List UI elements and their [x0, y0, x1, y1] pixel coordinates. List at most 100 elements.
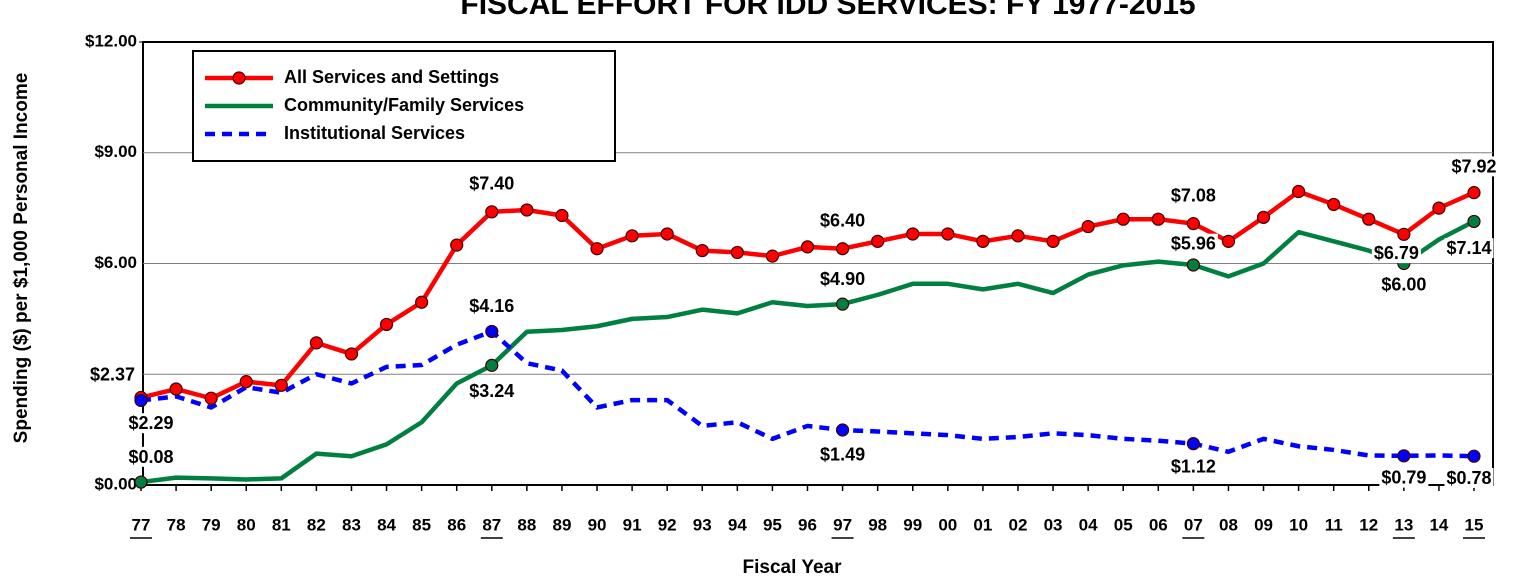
x-tick-label: 78 [167, 515, 186, 534]
point-marker [906, 227, 920, 241]
x-tick-label: 03 [1044, 515, 1063, 534]
point-marker [309, 336, 323, 350]
point-marker [1327, 197, 1341, 212]
point-marker [590, 242, 604, 256]
x-tick-label: 80 [237, 515, 256, 534]
data-label: $1.12 [1171, 456, 1216, 476]
point-marker [835, 423, 850, 437]
data-label: $4.16 [469, 296, 514, 316]
data-label-bg [1371, 243, 1421, 264]
point-marker [485, 205, 499, 219]
x-tick-label: 85 [412, 515, 431, 534]
point-marker [1186, 437, 1200, 451]
x-tick-label: 98 [868, 515, 887, 534]
data-label: $0.79 [1381, 468, 1426, 488]
legend-label: Community/Family Services [284, 95, 524, 115]
y-tick-label: $6.00 [94, 253, 137, 272]
x-tick-label: 94 [728, 515, 747, 534]
x-tick-label: 96 [798, 515, 817, 534]
point-marker [169, 382, 183, 396]
data-label: $6.00 [1381, 274, 1426, 294]
y-tick-label: $9.00 [94, 142, 137, 161]
data-label-bg [126, 413, 176, 434]
point-marker [1467, 449, 1481, 463]
chart-title: FISCAL EFFORT FOR IDD SERVICES: FY 1977-… [460, 0, 1195, 21]
point-marker [1397, 227, 1411, 241]
x-axis-title: Fiscal Year [743, 557, 843, 578]
point-marker [730, 245, 744, 260]
y-axis-title: Spending ($) per $1,000 Personal Income [11, 73, 32, 444]
data-label-bg [126, 446, 176, 467]
data-label-bg [467, 173, 517, 194]
x-tick-label: 95 [763, 515, 782, 534]
data-label: $5.96 [1171, 234, 1216, 254]
data-label-bg [1168, 233, 1218, 254]
point-marker [1256, 210, 1271, 224]
data-label-bg [1168, 185, 1218, 206]
point-marker [1467, 186, 1481, 200]
point-marker [800, 240, 815, 254]
x-tick-label: 04 [1079, 515, 1098, 534]
point-marker [1362, 212, 1376, 226]
data-label-bg [467, 381, 517, 402]
point-marker [835, 242, 850, 256]
x-tick-label: 79 [202, 515, 221, 534]
point-marker [555, 208, 569, 223]
point-marker [274, 378, 288, 392]
data-label: $3.24 [469, 381, 514, 401]
data-label: $0.78 [1446, 468, 1491, 488]
point-marker [1432, 201, 1446, 215]
point-marker [485, 324, 499, 339]
point-marker [415, 295, 429, 309]
x-tick-label: 81 [272, 515, 291, 534]
x-tick-label: 92 [658, 515, 677, 534]
data-label: $7.40 [469, 174, 514, 194]
legend-label: Institutional Services [284, 123, 465, 143]
y-tick-label: $12.00 [85, 31, 137, 50]
point-marker [1116, 212, 1130, 226]
x-tick-label: 87 [482, 515, 501, 534]
data-label-bg [818, 444, 868, 465]
data-label: $7.92 [1451, 156, 1496, 176]
x-tick-label: 84 [377, 515, 396, 534]
data-label: $6.40 [820, 210, 865, 230]
line-series [140, 219, 1476, 485]
data-label-bg [467, 296, 517, 317]
x-tick-label: 10 [1289, 515, 1308, 534]
data-label-bg [818, 268, 868, 289]
legend-label: All Services and Settings [284, 67, 499, 87]
point-marker [134, 475, 148, 489]
line-series [140, 189, 1475, 401]
data-label-bg [1449, 156, 1499, 177]
x-tick-label: 07 [1184, 515, 1203, 534]
legend-marker [232, 71, 246, 85]
x-tick-label: 14 [1429, 515, 1448, 534]
point-marker [871, 234, 885, 248]
point-marker [976, 234, 990, 248]
data-label: $0.08 [128, 447, 173, 467]
x-tick-label: 99 [903, 515, 922, 534]
point-marker [835, 297, 850, 311]
x-tick-label: 01 [973, 515, 992, 534]
x-tick-label: 05 [1114, 515, 1133, 534]
point-marker [660, 227, 674, 241]
point-marker [379, 317, 394, 332]
x-tick-label: 11 [1325, 515, 1343, 534]
x-tick-label: 06 [1149, 515, 1168, 534]
y-tick-label: $0.00 [94, 474, 137, 493]
point-marker [765, 249, 780, 263]
x-tick-label: 12 [1359, 515, 1378, 534]
point-marker [485, 358, 499, 372]
x-tick-label: 02 [1009, 515, 1028, 534]
x-tick-label: 88 [517, 515, 536, 534]
data-label: $4.90 [820, 269, 865, 289]
x-tick-label: 91 [623, 515, 642, 534]
point-marker [204, 391, 218, 405]
x-tick-label: 15 [1465, 515, 1484, 534]
point-marker [520, 203, 534, 217]
x-tick-label: 82 [307, 515, 326, 534]
x-tick-label: 93 [693, 515, 712, 534]
data-label-bg [1444, 467, 1494, 488]
point-marker [1081, 219, 1095, 234]
